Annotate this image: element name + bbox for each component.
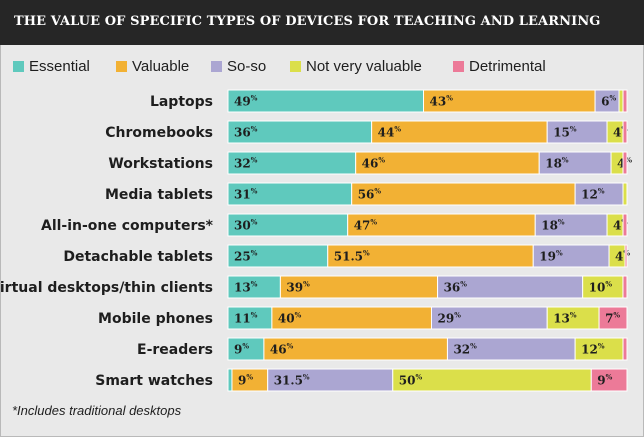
footnote: *Includes traditional desktops: [12, 403, 182, 418]
legend: Essential Valuable So-so Not very valuable D…: [13, 58, 633, 78]
legend-label: Essential: [29, 58, 90, 75]
category-label: Mobile phones: [98, 311, 213, 327]
bar-segment: [590, 368, 628, 392]
value-label: 51.5%: [334, 249, 370, 264]
category-label: Laptops: [150, 94, 213, 110]
legend-label: Detrimental: [469, 58, 546, 75]
bar-segment: [622, 89, 628, 113]
legend-swatch: [453, 61, 464, 72]
category-label: All-in-one computers*: [41, 218, 214, 234]
value-label: 4%: [615, 249, 630, 264]
title-bar: THE VALUE OF SPECIFIC TYPES OF DEVICES F…: [0, 0, 644, 45]
category-label: Media tablets: [105, 187, 213, 203]
category-label: E-readers: [137, 342, 213, 358]
bar-segment: [227, 368, 233, 392]
legend-label: Not very valuable: [306, 58, 422, 75]
legend-swatch: [116, 61, 127, 72]
legend-label: So-so: [227, 58, 267, 75]
bar-segment: [351, 182, 576, 206]
category-label: Smart watches: [95, 373, 213, 389]
value-label: 31.5%: [274, 373, 310, 388]
bar-segment: [622, 182, 628, 206]
chart-title: THE VALUE OF SPECIFIC TYPES OF DEVICES F…: [14, 14, 601, 29]
legend-swatch: [13, 61, 24, 72]
legend-label: Valuable: [132, 58, 190, 75]
bar-segment: [622, 275, 628, 299]
bar-segment: [598, 306, 628, 330]
bar-segment: [622, 151, 628, 175]
category-label: Workstations: [108, 156, 213, 172]
legend-swatch: [211, 61, 222, 72]
bar-segment: [622, 120, 628, 144]
category-label: Detachable tablets: [63, 249, 213, 265]
legend-swatch: [290, 61, 301, 72]
bar-segment: [622, 337, 628, 361]
bar-segment: [618, 89, 624, 113]
category-label: Virtual desktops/thin clients: [0, 280, 213, 296]
category-label: Chromebooks: [105, 125, 213, 141]
bar-segment: [624, 244, 628, 268]
bar-segment: [392, 368, 592, 392]
bar-segment: [622, 213, 628, 237]
